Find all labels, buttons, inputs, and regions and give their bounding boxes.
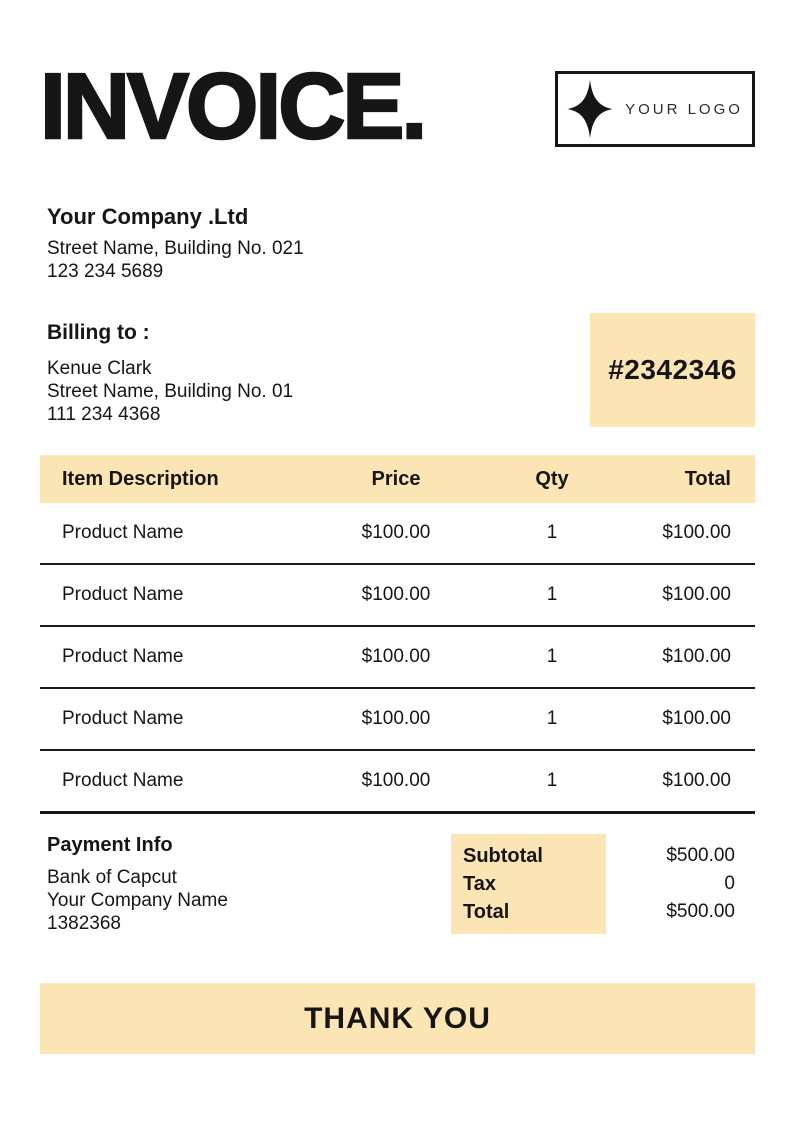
- payment-info-block: Payment Info Bank of Capcut Your Company…: [40, 834, 228, 935]
- table-header-row: Item Description Price Qty Total: [40, 455, 755, 503]
- logo-box: YOUR LOGO: [555, 71, 755, 147]
- cell-description: Product Name: [62, 584, 184, 605]
- billing-address: Street Name, Building No. 01: [47, 381, 294, 402]
- table-row: Product Name $100.00 1 $100.00: [40, 503, 755, 565]
- table-row: Product Name $100.00 1 $100.00: [40, 689, 755, 751]
- cell-price: $100.00: [361, 770, 431, 791]
- logo-label: YOUR LOGO: [625, 100, 743, 118]
- cell-description: Product Name: [62, 646, 184, 667]
- billing-name: Kenue Clark: [47, 358, 152, 379]
- cell-total: $100.00: [662, 584, 731, 605]
- cell-price: $100.00: [361, 522, 431, 543]
- cell-total: $100.00: [662, 708, 731, 729]
- col-header-description: Item Description: [62, 467, 219, 490]
- invoice-number-badge: #2342346: [590, 313, 755, 427]
- billing-row: Billing to : Kenue Clark Street Name, Bu…: [40, 313, 755, 427]
- col-header-price: Price: [371, 467, 421, 490]
- company-block: Your Company .Ltd Street Name, Building …: [40, 204, 755, 283]
- cell-description: Product Name: [62, 770, 184, 791]
- cell-total: $100.00: [662, 522, 731, 543]
- header: INVOICE. YOUR LOGO: [39, 54, 755, 158]
- company-address: Street Name, Building No. 021: [47, 238, 304, 259]
- total-label: Total: [463, 901, 510, 923]
- totals-values: $500.00 0 $500.00: [606, 834, 755, 934]
- col-header-qty: Qty: [535, 467, 569, 490]
- payment-bank: Bank of Capcut: [47, 867, 177, 888]
- tax-label: Tax: [463, 873, 496, 895]
- subtotal-label: Subtotal: [463, 845, 543, 867]
- cell-price: $100.00: [361, 646, 431, 667]
- billing-heading: Billing to :: [47, 321, 150, 344]
- cell-qty: 1: [546, 646, 558, 667]
- payment-info-heading: Payment Info: [47, 834, 173, 856]
- billing-phone: 111 234 4368: [47, 404, 161, 425]
- cell-qty: 1: [546, 708, 558, 729]
- total-value: $500.00: [666, 901, 735, 922]
- table-row: Product Name $100.00 1 $100.00: [40, 565, 755, 627]
- payment-account-name: Your Company Name: [47, 890, 228, 911]
- tax-value: 0: [724, 873, 735, 894]
- billing-block: Billing to : Kenue Clark Street Name, Bu…: [40, 313, 293, 426]
- cell-description: Product Name: [62, 708, 184, 729]
- cell-qty: 1: [546, 770, 558, 791]
- totals-block: Subtotal Tax Total $500.00 0 $500.00: [451, 834, 755, 935]
- cell-total: $100.00: [662, 646, 731, 667]
- cell-description: Product Name: [62, 522, 184, 543]
- totals-labels: Subtotal Tax Total: [451, 834, 606, 934]
- cell-qty: 1: [546, 522, 558, 543]
- company-name: Your Company .Ltd: [47, 204, 249, 229]
- table-row: Product Name $100.00 1 $100.00: [40, 627, 755, 689]
- cell-price: $100.00: [361, 584, 431, 605]
- payment-account-number: 1382368: [47, 913, 121, 934]
- subtotal-value: $500.00: [666, 845, 735, 866]
- items-table: Item Description Price Qty Total Product…: [40, 455, 755, 811]
- company-phone: 123 234 5689: [47, 261, 164, 282]
- invoice-title: INVOICE.: [39, 54, 429, 158]
- cell-price: $100.00: [361, 708, 431, 729]
- col-header-total: Total: [684, 467, 731, 490]
- cell-total: $100.00: [662, 770, 731, 791]
- summary-section: Payment Info Bank of Capcut Your Company…: [40, 811, 755, 935]
- table-row: Product Name $100.00 1 $100.00: [40, 751, 755, 811]
- thank-you-banner: THANK YOU: [40, 983, 755, 1054]
- cell-qty: 1: [546, 584, 558, 605]
- sparkle-icon: [567, 79, 613, 139]
